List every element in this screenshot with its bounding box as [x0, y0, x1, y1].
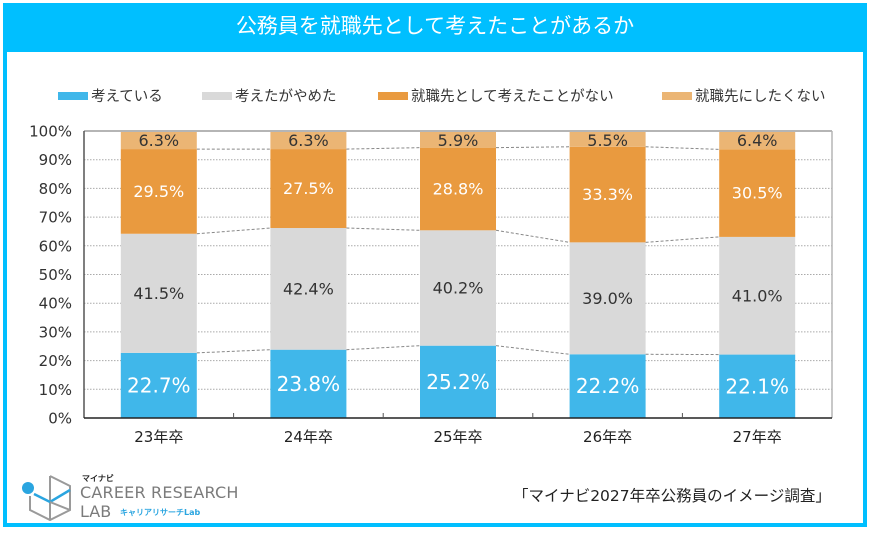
- connector-line: [346, 345, 421, 351]
- legend-swatch: [378, 91, 408, 100]
- data-label: 41.0%: [732, 286, 783, 305]
- data-label: 6.3%: [138, 131, 179, 150]
- bar-segment: [569, 354, 646, 418]
- logo-cube-icon: [22, 475, 71, 522]
- data-label: 29.5%: [133, 182, 184, 201]
- x-tick-label: 27年卒: [733, 428, 782, 446]
- chart-title: 公務員を就職先として考えたことがあるか: [3, 3, 867, 52]
- connector-line: [346, 227, 421, 231]
- data-label: 30.5%: [732, 184, 783, 203]
- data-label: 42.4%: [283, 279, 334, 298]
- connector-line: [495, 146, 570, 149]
- legend-item-considered-quit: 考えたがやめた: [202, 85, 337, 106]
- legend-label: 就職先にしたくない: [695, 89, 826, 105]
- connector-line: [495, 229, 570, 243]
- y-tick-label: 10%: [39, 381, 72, 399]
- bar-segment: [719, 236, 796, 355]
- bar-segment: [420, 131, 496, 148]
- bar-segment: [569, 146, 646, 243]
- data-label: 33.3%: [582, 185, 633, 204]
- legend-label: 就職先として考えたことがない: [411, 89, 614, 105]
- bar-segment: [719, 131, 796, 150]
- bar-segment: [120, 149, 197, 234]
- data-label: 22.7%: [127, 373, 191, 397]
- x-tick-label: 23年卒: [134, 428, 183, 446]
- bar-segment: [420, 147, 496, 231]
- x-tick-label: 26年卒: [583, 428, 632, 446]
- legend-item-do-not-want: 就職先にしたくない: [662, 85, 826, 106]
- legend-swatch: [58, 91, 88, 100]
- data-label: 25.2%: [426, 370, 490, 394]
- data-labels: 22.7% 41.5% 29.5% 6.3% 23.8% 42.4% 27.5% 6.3% 25…: [127, 131, 789, 398]
- data-label: 41.5%: [133, 284, 184, 303]
- data-label: 22.1%: [725, 374, 789, 398]
- connector-line: [645, 236, 720, 243]
- y-tick-label: 90%: [39, 151, 72, 169]
- data-label: 27.5%: [283, 179, 334, 198]
- y-tick-label: 20%: [39, 352, 72, 370]
- legend-item-considering: 考えている: [58, 85, 163, 106]
- data-label: 6.3%: [288, 131, 329, 150]
- bar-segment: [120, 233, 197, 353]
- y-tick-label: 40%: [39, 295, 72, 313]
- connector-line: [346, 147, 421, 150]
- bar-segment: [719, 149, 796, 237]
- data-label: 6.4%: [737, 131, 778, 150]
- x-tick-labels: 23年卒 24年卒 25年卒 26年卒 27年卒: [134, 428, 781, 446]
- bar-segment: [569, 131, 646, 147]
- y-tick-label: 70%: [39, 209, 72, 227]
- legend-swatch: [202, 91, 232, 100]
- bar-segment: [270, 228, 347, 350]
- connector-line: [196, 349, 271, 354]
- y-tick-label: 100%: [29, 123, 72, 141]
- axes: [83, 130, 833, 419]
- logo-subtitle: キャリアリサーチLab: [120, 508, 201, 517]
- y-tick-label: 60%: [39, 237, 72, 255]
- y-tick-label: 50%: [39, 266, 72, 284]
- legend-label: 考えたがやめた: [235, 89, 337, 105]
- legend-item-never-considered: 就職先として考えたことがない: [378, 85, 614, 106]
- data-label: 39.0%: [582, 289, 633, 308]
- connector-lines: [196, 146, 720, 356]
- bar-segment: [719, 354, 796, 418]
- data-label: 5.5%: [587, 131, 628, 150]
- x-tick-label: 24年卒: [284, 428, 333, 446]
- logo-lab: LAB: [80, 502, 112, 521]
- bar-segment: [420, 345, 496, 418]
- y-tick-label: 30%: [39, 323, 72, 341]
- bar-segment: [270, 131, 347, 150]
- data-label: 40.2%: [433, 279, 484, 298]
- data-label: 22.2%: [576, 374, 640, 398]
- data-label: 23.8%: [277, 372, 341, 396]
- bar-segment: [420, 230, 496, 346]
- legend-swatch: [662, 91, 692, 100]
- career-research-lab-logo: マイナビ CAREER RESEARCH LAB キャリアリサーチLab: [20, 472, 238, 522]
- bars: [120, 131, 796, 418]
- bar-segment: [270, 149, 347, 229]
- connector-line: [196, 227, 271, 235]
- logo-brand: マイナビ: [82, 474, 114, 483]
- connector-line: [495, 345, 570, 355]
- bar-segment: [120, 131, 197, 150]
- data-label: 28.8%: [433, 180, 484, 199]
- legend-label: 考えている: [91, 89, 163, 105]
- y-tick-labels: 0% 10% 20% 30% 40% 50% 60% 70% 80% 90% 100%: [29, 123, 72, 428]
- connector-line: [645, 146, 720, 150]
- x-tick-label: 25年卒: [433, 428, 482, 446]
- logo-career-research: CAREER RESEARCH: [80, 483, 239, 502]
- source-note: 「マイナビ2027年卒公務員のイメージ調査」: [513, 487, 831, 505]
- data-label: 5.9%: [438, 131, 479, 150]
- bar-segment: [120, 352, 197, 418]
- y-tick-label: 0%: [48, 410, 72, 428]
- bar-segment: [270, 349, 347, 418]
- y-tick-label: 80%: [39, 180, 72, 198]
- bar-segment: [569, 242, 646, 355]
